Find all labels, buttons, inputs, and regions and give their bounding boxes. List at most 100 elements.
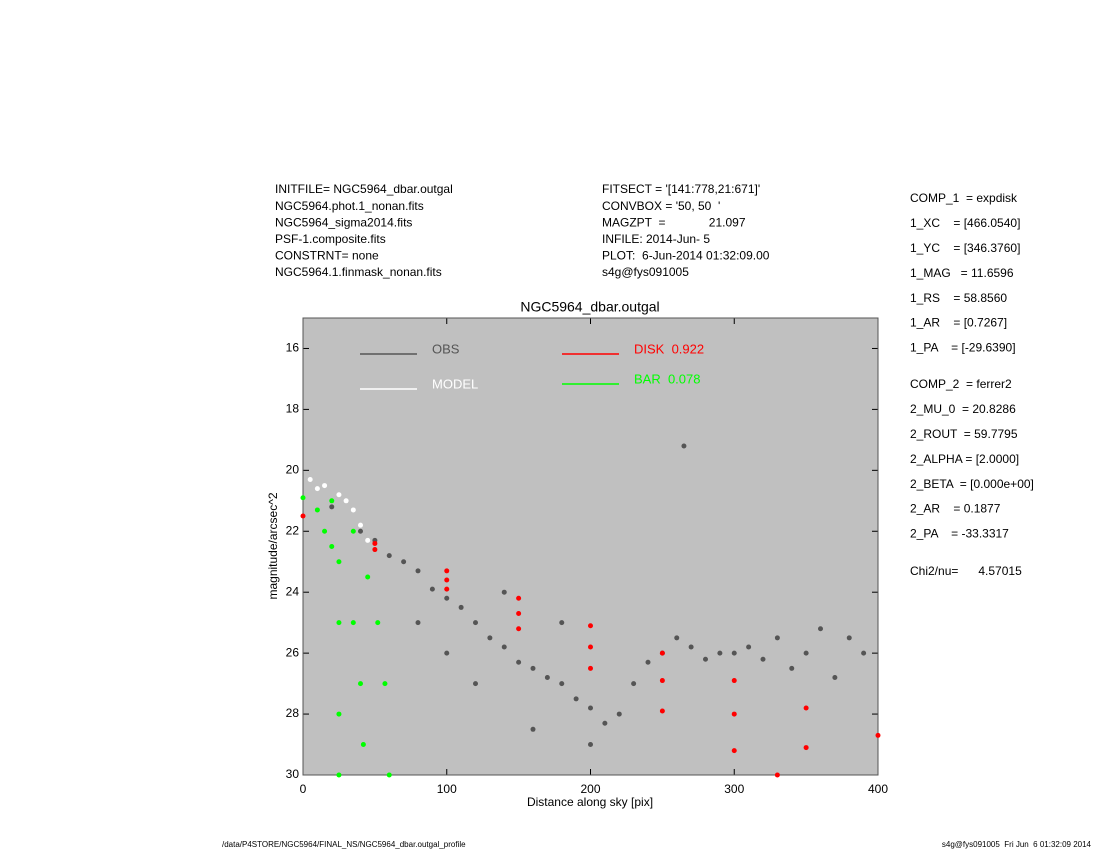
fit-parameter: COMP_2 = ferrer2 [910, 377, 1012, 391]
data-point [559, 681, 565, 687]
plot-area [303, 318, 878, 775]
data-point [365, 574, 371, 580]
y-tick-label: 22 [286, 523, 300, 537]
data-point [688, 644, 694, 650]
data-point [774, 635, 780, 641]
data-point [322, 483, 328, 489]
data-point [329, 504, 335, 510]
data-point [372, 540, 378, 546]
data-point [803, 705, 809, 711]
data-point [731, 711, 737, 717]
legend-label: BAR 0.078 [634, 371, 701, 386]
x-tick-label: 100 [437, 782, 457, 796]
data-point [703, 656, 708, 662]
data-point [659, 678, 665, 684]
data-point [350, 507, 356, 513]
data-point [516, 595, 522, 601]
data-point [473, 681, 478, 687]
data-point [731, 678, 737, 684]
data-point [516, 611, 522, 617]
data-point [875, 732, 881, 738]
x-tick-label: 0 [300, 782, 307, 796]
data-point [573, 696, 579, 702]
fit-parameter: 2_BETA = [0.000e+00] [910, 477, 1034, 491]
data-point [415, 568, 421, 574]
data-point [336, 559, 342, 565]
y-tick-label: 18 [286, 402, 300, 416]
header-line: NGC5964.phot.1_nonan.fits [275, 199, 424, 213]
header-line: CONVBOX = '50, 50 ' [602, 199, 720, 213]
data-point [322, 528, 328, 534]
data-point [846, 635, 852, 641]
x-tick-label: 300 [724, 782, 744, 796]
fit-parameter: 2_PA = -33.3317 [910, 527, 1009, 541]
y-tick-label: 20 [286, 463, 300, 477]
data-point [444, 586, 450, 592]
fit-parameter: Chi2/nu= 4.57015 [910, 564, 1022, 578]
data-point [329, 544, 335, 549]
data-point [588, 742, 593, 748]
data-point [336, 772, 342, 778]
data-point [360, 742, 366, 748]
data-point [760, 656, 766, 662]
data-point [818, 626, 823, 632]
data-point [588, 665, 593, 671]
data-point [861, 650, 867, 656]
fit-parameter: 1_RS = 58.8560 [910, 291, 1007, 305]
y-tick-label: 30 [286, 767, 300, 781]
data-point [300, 495, 306, 501]
data-point [386, 553, 392, 559]
data-point [602, 720, 608, 726]
x-axis-label: Distance along sky [pix] [527, 795, 653, 809]
header-line: NGC5964.1.finmask_nonan.fits [275, 265, 442, 279]
fit-parameter: COMP_1 = expdisk [910, 191, 1018, 205]
data-point [659, 650, 665, 656]
header-line: NGC5964_sigma2014.fits [275, 215, 412, 229]
fit-parameter: 2_ROUT = 59.7795 [910, 427, 1018, 441]
data-point [375, 620, 381, 626]
footer-path: /data/P4STORE/NGC5964/FINAL_NS/NGC5964_d… [222, 840, 466, 849]
data-point [382, 681, 388, 687]
data-point [803, 745, 809, 751]
fit-parameter: 1_YC = [346.3760] [910, 241, 1020, 255]
header-line: PSF-1.composite.fits [275, 232, 386, 246]
data-point [516, 626, 522, 632]
data-point [444, 577, 450, 583]
data-point [358, 681, 363, 687]
data-point [645, 659, 651, 665]
data-point [544, 675, 550, 681]
data-point [386, 772, 392, 778]
fit-parameter: 1_PA = [-29.6390] [910, 341, 1016, 355]
data-point [588, 644, 593, 650]
data-point [458, 604, 464, 610]
header-line: CONSTRNT= none [275, 249, 379, 263]
data-point [329, 498, 335, 504]
x-tick-label: 400 [868, 782, 888, 796]
data-point [358, 528, 363, 534]
data-point [314, 507, 320, 513]
y-axis-label: magnitude/arcsec^2 [266, 492, 280, 599]
data-point [350, 528, 356, 534]
fit-parameter: 2_AR = 0.1877 [910, 502, 1001, 516]
data-point [789, 665, 795, 671]
data-point [365, 537, 371, 543]
data-point [530, 665, 536, 671]
data-point [774, 772, 780, 778]
fit-parameter: 2_ALPHA = [2.0000] [910, 452, 1019, 466]
data-point [415, 620, 421, 626]
data-point [336, 620, 342, 626]
data-point [358, 522, 363, 528]
data-point [516, 659, 522, 665]
data-point [659, 708, 665, 714]
data-point [501, 589, 507, 595]
chart-title: NGC5964_dbar.outgal [520, 299, 659, 315]
data-point [746, 644, 752, 650]
header-line: s4g@fys091005 [602, 265, 689, 279]
data-point [307, 476, 313, 482]
plot-frame [302, 317, 879, 776]
footer-stamp: s4g@fys091005 Fri Jun 6 01:32:09 2014 [942, 840, 1092, 849]
data-point [300, 513, 306, 519]
header-line: INITFILE= NGC5964_dbar.outgal [275, 182, 453, 196]
